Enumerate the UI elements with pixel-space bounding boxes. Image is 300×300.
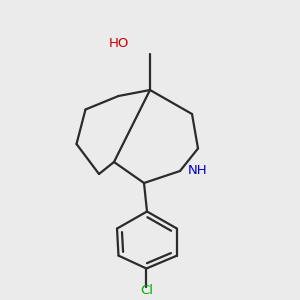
Text: NH: NH	[188, 164, 207, 178]
Text: Cl: Cl	[140, 284, 153, 297]
Text: HO: HO	[109, 37, 129, 50]
